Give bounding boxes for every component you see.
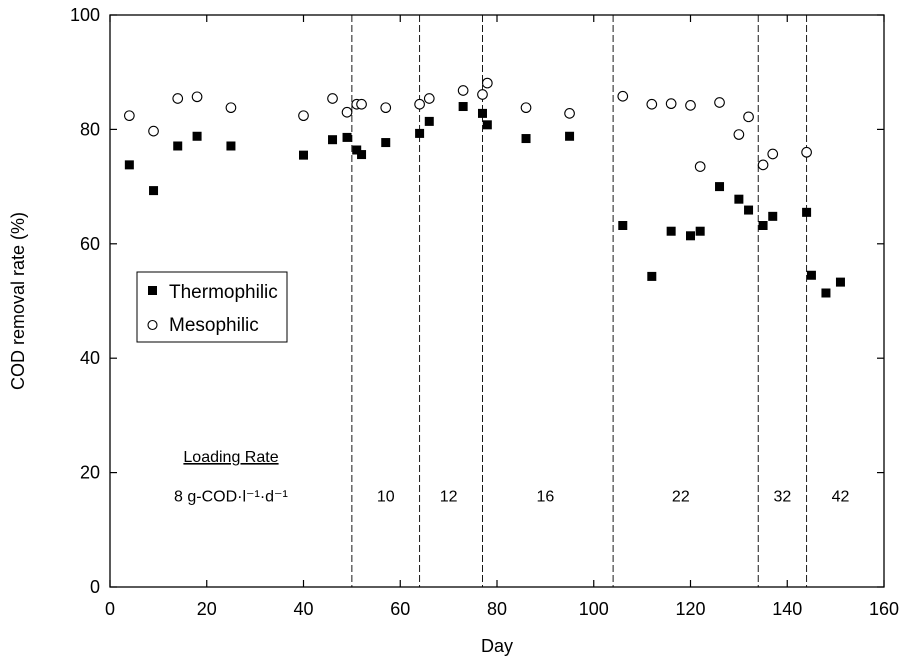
- y-axis-tick-labels: 0 20 40 60 80 100: [70, 5, 100, 597]
- thermophilic-point: [802, 207, 812, 217]
- y-tick-label: 20: [80, 463, 100, 483]
- phase-label: 10: [377, 488, 395, 505]
- mesophilic-point: [380, 102, 392, 114]
- mesophilic-point: [225, 102, 237, 114]
- thermophilic-point: [647, 271, 657, 281]
- thermophilic-point: [821, 288, 831, 298]
- phase-label: 12: [440, 488, 458, 505]
- x-axis-tick-labels: 0 20 40 60 80 100 120 140 160: [105, 599, 899, 619]
- thermophilic-point: [482, 120, 492, 130]
- x-tick-label: 80: [487, 599, 507, 619]
- mesophilic-point: [743, 111, 754, 123]
- mesophilic-point: [767, 148, 779, 160]
- thermophilic-point: [192, 131, 202, 141]
- thermophilic-point: [477, 108, 487, 118]
- thermophilic-point: [666, 226, 676, 236]
- thermophilic-point: [715, 182, 725, 192]
- mesophilic-point: [298, 110, 309, 122]
- mesophilic-point: [148, 125, 159, 137]
- mesophilic-point: [124, 110, 135, 122]
- thermophilic-point: [299, 150, 308, 160]
- thermophilic-point: [173, 141, 183, 151]
- thermophilic-point: [695, 226, 705, 236]
- mesophilic-point: [685, 100, 696, 111]
- y-tick-label: 60: [80, 234, 100, 254]
- series-thermophilic: [124, 102, 845, 298]
- thermophilic-point: [686, 231, 695, 241]
- mesophilic-point: [191, 91, 203, 103]
- x-axis-title: Day: [481, 636, 513, 656]
- mesophilic-point: [341, 106, 353, 118]
- x-tick-label: 140: [772, 599, 802, 619]
- thermophilic-point: [768, 211, 778, 221]
- thermophilic-point: [618, 220, 628, 230]
- mesophilic-point: [414, 98, 425, 110]
- thermophilic-point: [458, 102, 468, 112]
- mesophilic-point: [481, 77, 493, 89]
- mesophilic-point: [520, 102, 532, 114]
- mesophilic-point: [646, 98, 658, 110]
- x-tick-label: 120: [675, 599, 705, 619]
- x-tick-label: 0: [105, 599, 115, 619]
- mesophilic-point: [801, 146, 812, 158]
- thermophilic-point: [328, 135, 338, 145]
- y-tick-label: 80: [80, 119, 100, 139]
- mesophilic-point: [356, 98, 367, 110]
- y-tick-label: 40: [80, 348, 100, 368]
- mesophilic-point: [617, 90, 629, 102]
- thermophilic-point: [744, 205, 754, 215]
- thermophilic-point: [424, 116, 434, 126]
- mesophilic-point: [757, 159, 769, 171]
- thermophilic-point: [149, 186, 159, 196]
- legend: Thermophilic Mesophilic: [136, 271, 288, 343]
- thermophilic-point: [124, 160, 134, 170]
- thermophilic-point: [381, 138, 391, 148]
- x-tick-label: 20: [197, 599, 217, 619]
- x-tick-label: 60: [390, 599, 410, 619]
- legend-label-mesophilic: Mesophilic: [169, 315, 259, 336]
- legend-marker-mesophilic: [147, 319, 158, 331]
- phase-label: 32: [774, 488, 792, 505]
- thermophilic-point: [342, 132, 352, 142]
- axis-ticks: [109, 14, 885, 588]
- phase-label: 22: [672, 488, 690, 505]
- mesophilic-point: [457, 85, 469, 96]
- thermophilic-point: [226, 141, 236, 151]
- phase-boundaries: [351, 15, 808, 587]
- thermophilic-point: [734, 194, 744, 204]
- legend-label-thermophilic: Thermophilic: [169, 282, 278, 303]
- thermophilic-point: [565, 131, 575, 141]
- thermophilic-point: [835, 277, 845, 287]
- mesophilic-point: [423, 93, 435, 104]
- x-tick-label: 100: [579, 599, 609, 619]
- legend-marker-thermophilic: [148, 286, 157, 295]
- thermophilic-point: [758, 220, 768, 230]
- x-tick-label: 160: [869, 599, 899, 619]
- x-tick-label: 40: [293, 599, 313, 619]
- mesophilic-point: [564, 108, 575, 119]
- thermophilic-point: [357, 150, 367, 160]
- y-axis-title: COD removal rate (%): [8, 212, 28, 390]
- phase-label: 8 g-COD·l⁻¹·d⁻¹: [174, 488, 288, 505]
- mesophilic-point: [694, 161, 706, 172]
- y-tick-label: 0: [90, 577, 100, 597]
- mesophilic-point: [172, 93, 184, 104]
- mesophilic-point: [733, 129, 745, 140]
- legend-frame: [136, 271, 288, 343]
- mesophilic-point: [714, 97, 725, 108]
- series-mesophilic: [124, 77, 812, 172]
- thermophilic-point: [806, 270, 816, 280]
- thermophilic-point: [352, 145, 362, 155]
- y-tick-label: 100: [70, 5, 100, 25]
- thermophilic-point: [415, 128, 425, 138]
- loading-rate-heading: Loading Rate: [183, 449, 278, 466]
- mesophilic-point: [477, 89, 488, 100]
- mesophilic-point: [327, 93, 338, 104]
- phase-label: 16: [536, 488, 554, 505]
- phase-labels: 8 g-COD·l⁻¹·d⁻¹ 10 12 16 22 32 42: [174, 488, 849, 505]
- mesophilic-point: [665, 98, 677, 110]
- phase-label: 42: [832, 488, 850, 505]
- thermophilic-point: [521, 134, 531, 144]
